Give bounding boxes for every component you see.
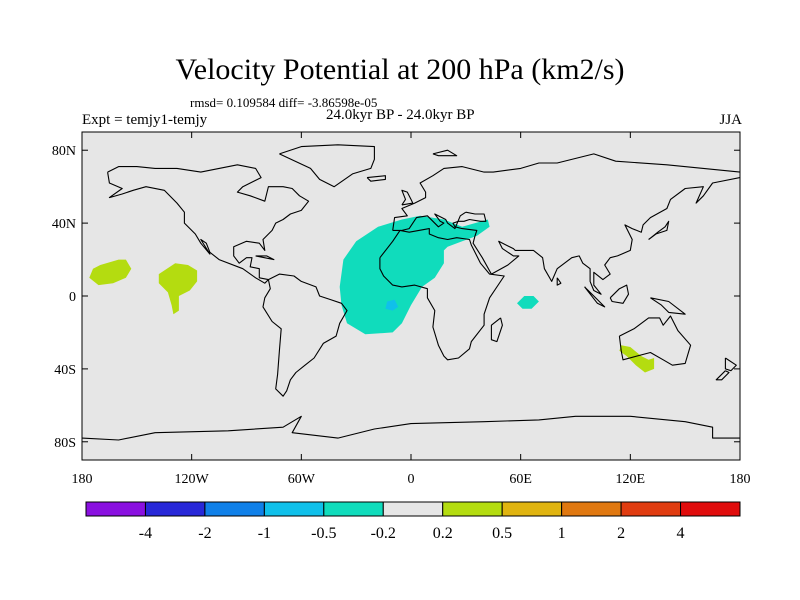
y-tick-label: 0	[69, 290, 76, 305]
coastline-japan	[648, 220, 670, 240]
coastline-eurasia	[392, 153, 740, 231]
stats-line: rmsd= 0.109584 diff= -3.86598e-05	[190, 95, 378, 110]
coastline-sri-lanka	[556, 277, 562, 286]
x-tick-label: 60E	[509, 472, 532, 487]
east-pacific-positive-region	[158, 263, 198, 315]
colorbar-label: 0.2	[433, 525, 453, 542]
coastline-greenland	[279, 144, 375, 188]
x-tick-label: 120W	[175, 472, 210, 487]
x-tick-label: 0	[408, 472, 415, 487]
chart-title: Velocity Potential at 200 hPa (km2/s)	[175, 53, 625, 86]
colorbar-box	[561, 501, 622, 517]
colorbar-box	[263, 501, 325, 517]
y-tick-label: 80S	[54, 436, 76, 451]
coastline-australia	[618, 315, 692, 366]
coastline-eurasia-east	[452, 177, 740, 295]
colorbar-box	[85, 501, 146, 517]
x-tick-label: 120E	[616, 472, 646, 487]
coastline-nz-south	[715, 370, 730, 381]
central-pacific-positive-region	[89, 259, 132, 286]
atlantic-africa-negative-region	[339, 215, 490, 335]
colorbar-label: -0.5	[311, 525, 336, 542]
coastline-indonesia	[584, 286, 606, 308]
coastline-borneo	[609, 284, 630, 304]
x-tick-label: 180	[730, 472, 751, 487]
colorbar-label: -4	[139, 525, 152, 542]
coastline-new-guinea	[650, 297, 686, 315]
colorbar-label: -0.2	[371, 525, 396, 542]
y-tick-label: 80N	[52, 144, 76, 159]
coastline-caribbean	[255, 255, 275, 261]
colorbar-box	[442, 501, 503, 517]
coastline-europe-med	[392, 211, 467, 231]
indian-ocean-negative-region	[517, 296, 539, 309]
coastline-north-america	[107, 164, 310, 284]
experiment-label: Expt = temjy1-temjy	[82, 112, 208, 128]
period-label: 24.0kyr BP - 24.0kyr BP	[326, 107, 475, 123]
coastlines	[82, 144, 740, 441]
colorbar-box	[620, 501, 682, 517]
colorbar-label: -2	[198, 525, 211, 542]
colorbar-label: 2	[617, 525, 625, 542]
x-tick-label: 180	[72, 472, 93, 487]
colorbar-box	[501, 501, 563, 517]
coastline-uk	[401, 189, 414, 206]
y-tick-label: 40N	[52, 217, 76, 232]
colorbar-label: -1	[258, 525, 271, 542]
colorbar-box	[323, 501, 384, 517]
season-label: JJA	[719, 112, 742, 128]
colorbar-box	[144, 501, 206, 517]
coastline-svalbard	[432, 149, 458, 157]
australia-positive-region	[619, 345, 655, 373]
coastline-iceland	[366, 175, 386, 182]
colorbar-box	[204, 501, 265, 517]
coastline-south-america	[262, 273, 348, 397]
colorbar-label: 1	[558, 525, 566, 542]
colorbar-label: 0.5	[492, 525, 512, 542]
coastline-antarctica	[82, 415, 740, 441]
coastline-new-zealand	[724, 357, 737, 372]
atlantic-inner-core-region	[385, 299, 399, 311]
colorbar-box	[680, 501, 741, 517]
x-tick-label: 60W	[288, 472, 316, 487]
coastline-africa	[379, 228, 505, 361]
y-tick-label: 40S	[54, 363, 76, 378]
colorbar-box	[382, 501, 444, 517]
coastline-madagascar	[490, 317, 503, 343]
colorbar-label: 4	[677, 525, 685, 542]
